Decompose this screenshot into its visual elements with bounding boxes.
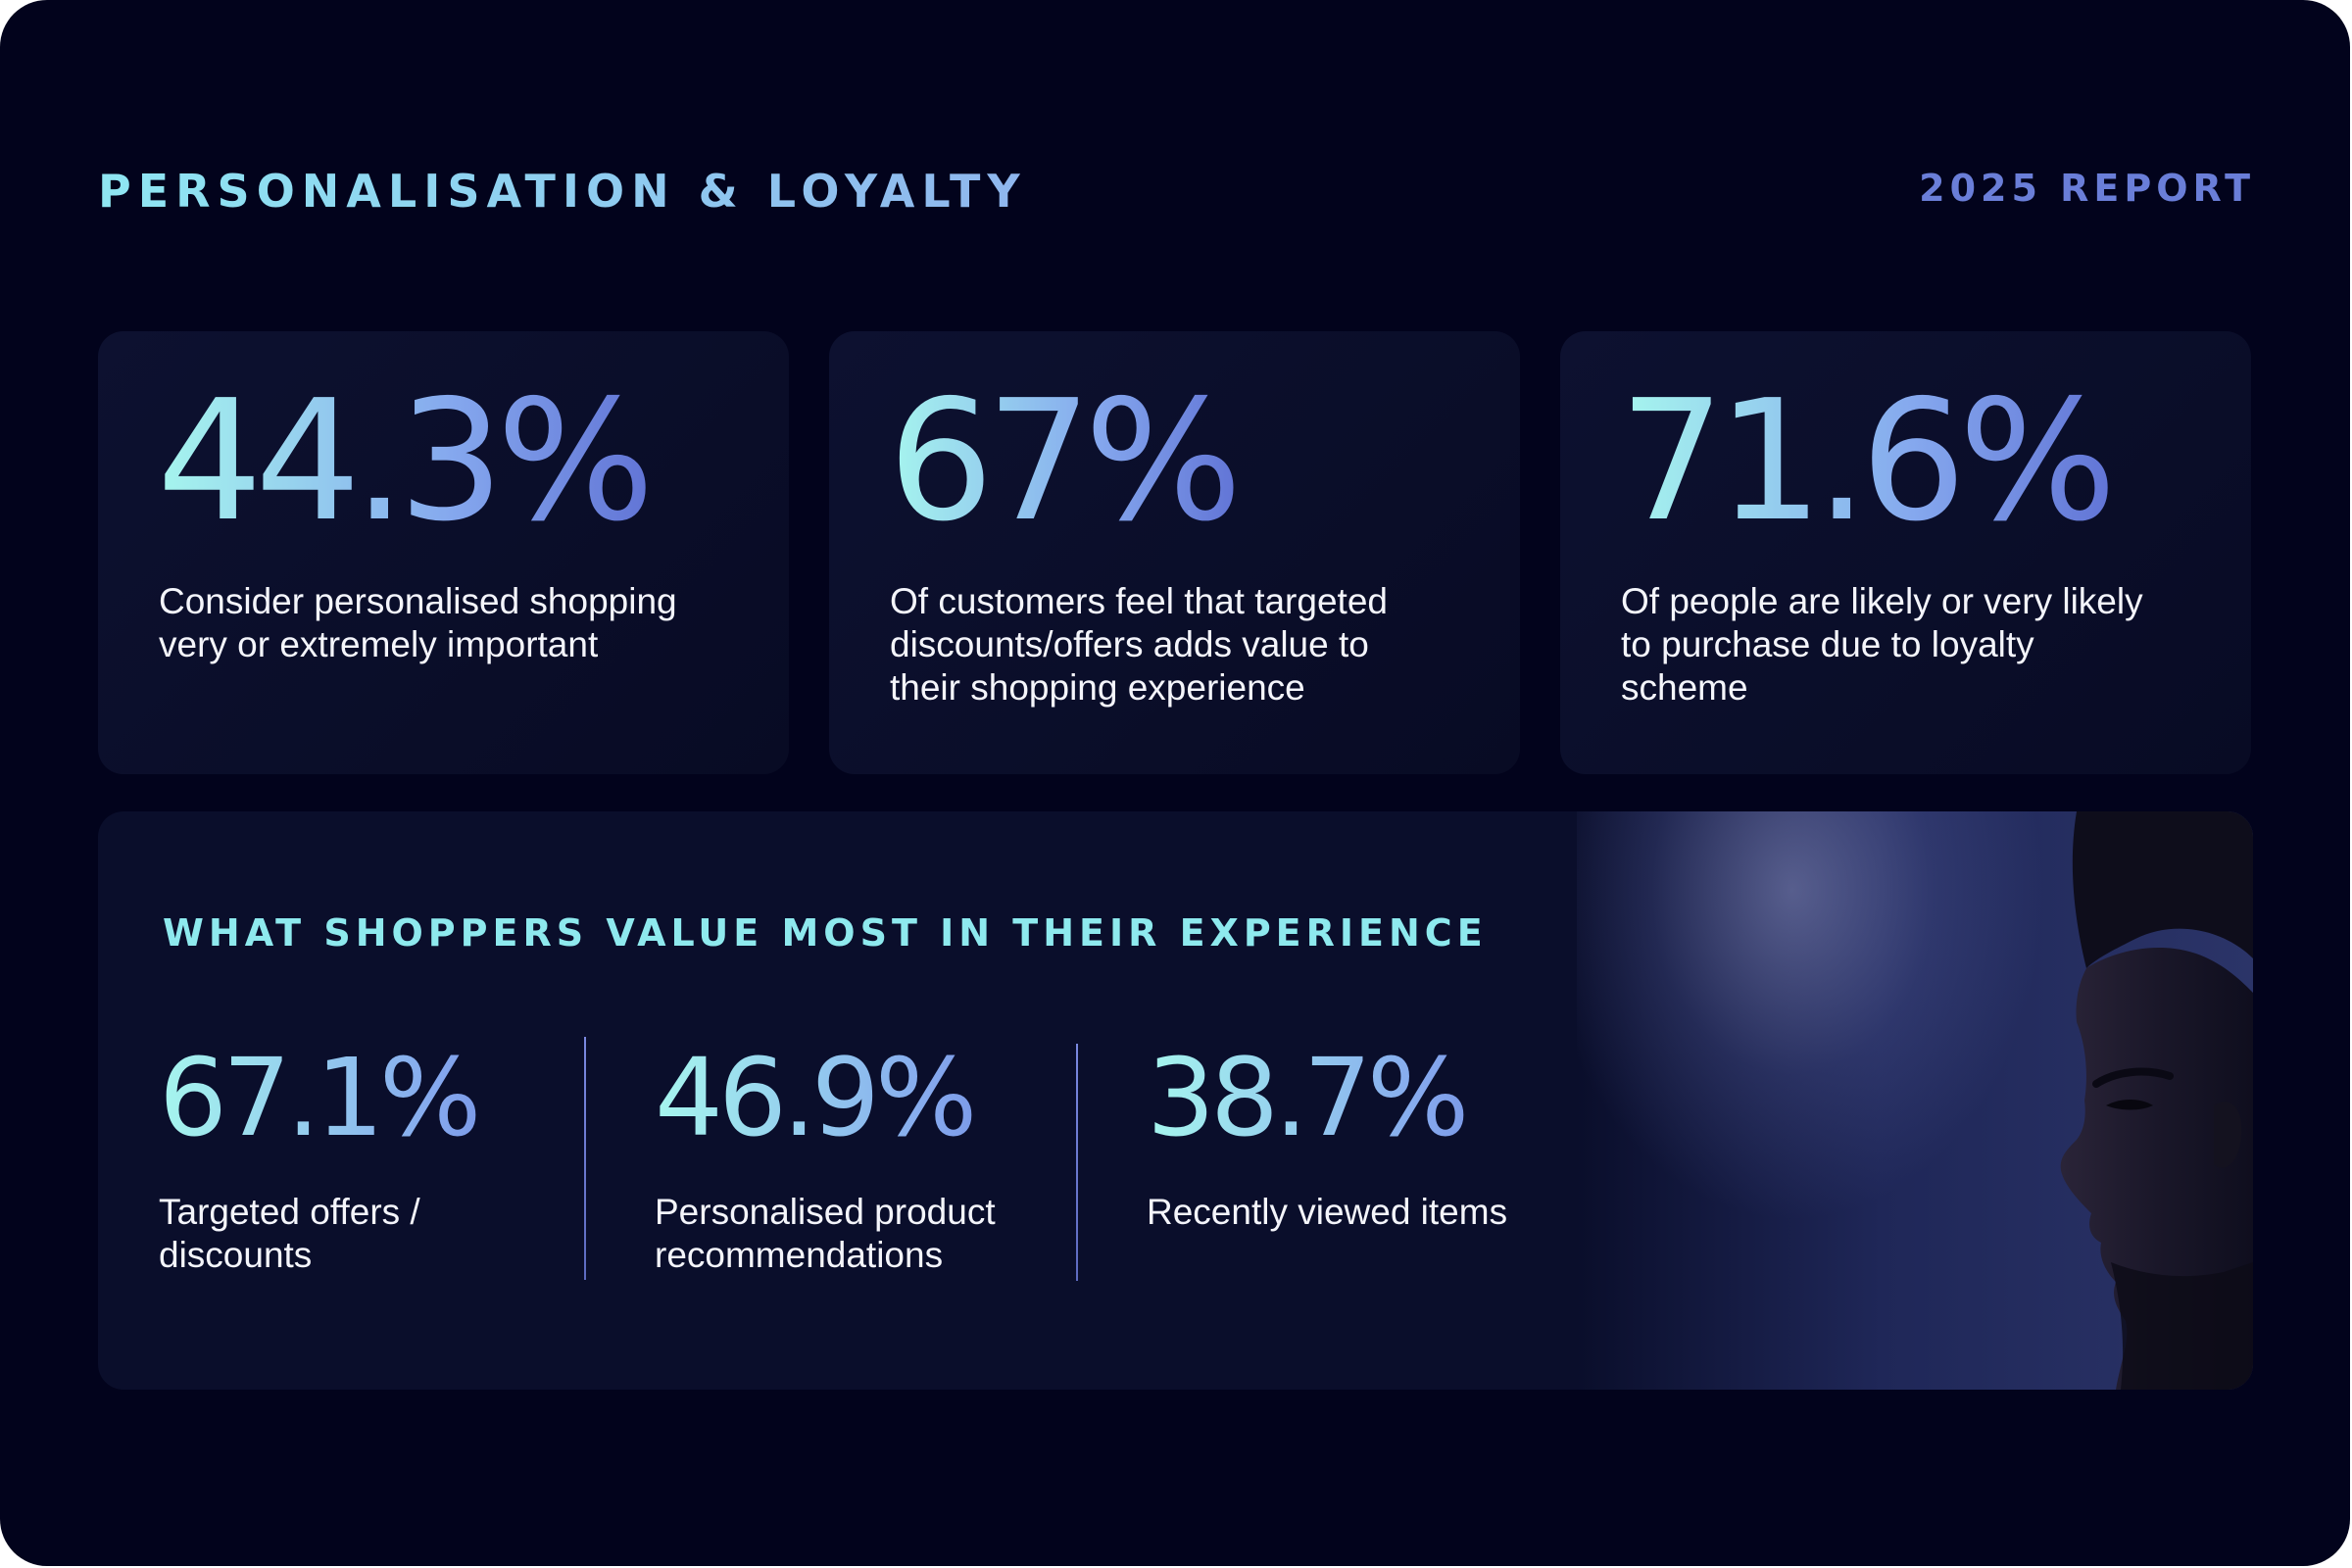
stat-targeted-offers: 67.1% Targeted offers / discounts <box>159 1039 590 1277</box>
shopper-portrait-image <box>1577 811 2253 1390</box>
panel-heading: WHAT SHOPPERS VALUE MOST IN THEIR EXPERI… <box>163 911 1488 955</box>
stat-card-value: 44.3% <box>157 365 655 559</box>
stat-card-targeted-discounts: 67% Of customers feel that targeted disc… <box>829 331 1520 774</box>
stat-card-value: 71.6% <box>1619 365 2117 559</box>
stat-card-description: Of customers feel that targeted discount… <box>890 581 1388 708</box>
stat-value: 46.9% <box>655 1039 1086 1157</box>
stat-value: 38.7% <box>1147 1039 1578 1157</box>
stat-card-loyalty-scheme: 71.6% Of people are likely or very likel… <box>1560 331 2251 774</box>
stat-label: Recently viewed items <box>1147 1192 1508 1232</box>
stat-label: Targeted offers / discounts <box>159 1192 420 1275</box>
page-title: PERSONALISATION & LOYALTY <box>98 165 1027 218</box>
stat-recently-viewed: 38.7% Recently viewed items <box>1147 1039 1578 1234</box>
stat-divider <box>584 1037 586 1280</box>
stat-divider <box>1076 1044 1078 1281</box>
stat-value: 67.1% <box>159 1039 590 1157</box>
stat-card-description: Of people are likely or very likely to p… <box>1621 581 2143 708</box>
shopper-value-panel: WHAT SHOPPERS VALUE MOST IN THEIR EXPERI… <box>98 811 2253 1390</box>
stat-label: Personalised product recommendations <box>655 1192 996 1275</box>
report-year-label: 2025 REPORT <box>1919 167 2255 210</box>
face-silhouette <box>2060 811 2253 1390</box>
stat-card-personalised-shopping: 44.3% Consider personalised shopping ver… <box>98 331 789 774</box>
stat-card-description: Consider personalised shopping very or e… <box>159 581 677 664</box>
stat-personalised-recommendations: 46.9% Personalised product recommendatio… <box>655 1039 1086 1277</box>
stat-card-value: 67% <box>888 365 1243 559</box>
